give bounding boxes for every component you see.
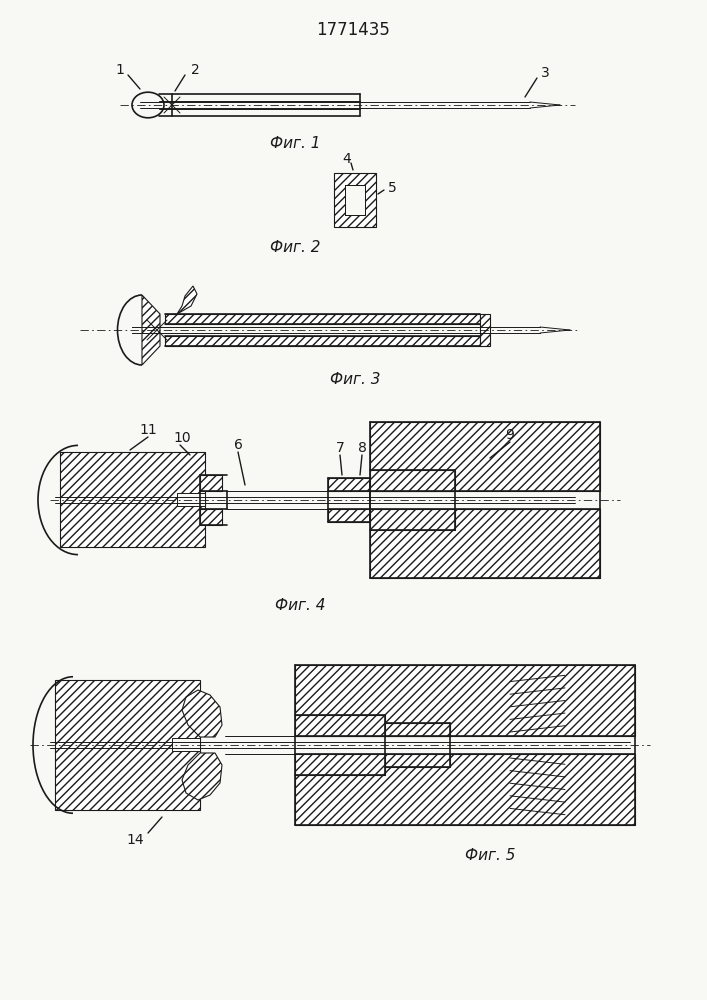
- Polygon shape: [334, 173, 376, 227]
- Polygon shape: [385, 723, 450, 736]
- Text: 1771435: 1771435: [316, 21, 390, 39]
- Polygon shape: [60, 452, 205, 547]
- Bar: [345, 185, 365, 215]
- Polygon shape: [328, 478, 370, 491]
- Polygon shape: [200, 475, 222, 491]
- Text: 1: 1: [115, 63, 124, 77]
- Text: 9: 9: [506, 428, 515, 442]
- Text: 8: 8: [358, 441, 366, 455]
- Text: 5: 5: [387, 181, 397, 195]
- Polygon shape: [165, 336, 480, 346]
- Polygon shape: [370, 422, 600, 491]
- Bar: [177, 493, 205, 506]
- Polygon shape: [370, 509, 455, 530]
- Polygon shape: [200, 509, 222, 525]
- Polygon shape: [182, 753, 222, 800]
- Text: Фиг. 4: Фиг. 4: [275, 597, 325, 612]
- Text: 2: 2: [191, 63, 199, 77]
- Text: Фиг. 2: Фиг. 2: [270, 239, 320, 254]
- Polygon shape: [165, 314, 480, 324]
- Text: Фиг. 1: Фиг. 1: [270, 135, 320, 150]
- Text: 3: 3: [541, 66, 549, 80]
- Text: 11: 11: [139, 423, 157, 437]
- Text: 4: 4: [343, 152, 351, 166]
- Polygon shape: [295, 715, 385, 736]
- Polygon shape: [182, 690, 222, 737]
- Polygon shape: [370, 509, 600, 578]
- Polygon shape: [295, 665, 635, 736]
- Text: Фиг. 5: Фиг. 5: [464, 848, 515, 862]
- Polygon shape: [295, 754, 385, 775]
- Polygon shape: [177, 286, 197, 314]
- Text: 7: 7: [336, 441, 344, 455]
- Polygon shape: [370, 470, 455, 491]
- Text: 10: 10: [173, 431, 191, 445]
- Polygon shape: [142, 295, 160, 365]
- Polygon shape: [295, 754, 635, 825]
- Text: Фиг. 3: Фиг. 3: [329, 372, 380, 387]
- Text: 6: 6: [233, 438, 243, 452]
- Polygon shape: [328, 509, 370, 522]
- Polygon shape: [385, 754, 450, 767]
- Polygon shape: [480, 314, 490, 346]
- Polygon shape: [55, 680, 200, 810]
- Bar: [172, 738, 200, 751]
- Text: 14: 14: [126, 833, 144, 847]
